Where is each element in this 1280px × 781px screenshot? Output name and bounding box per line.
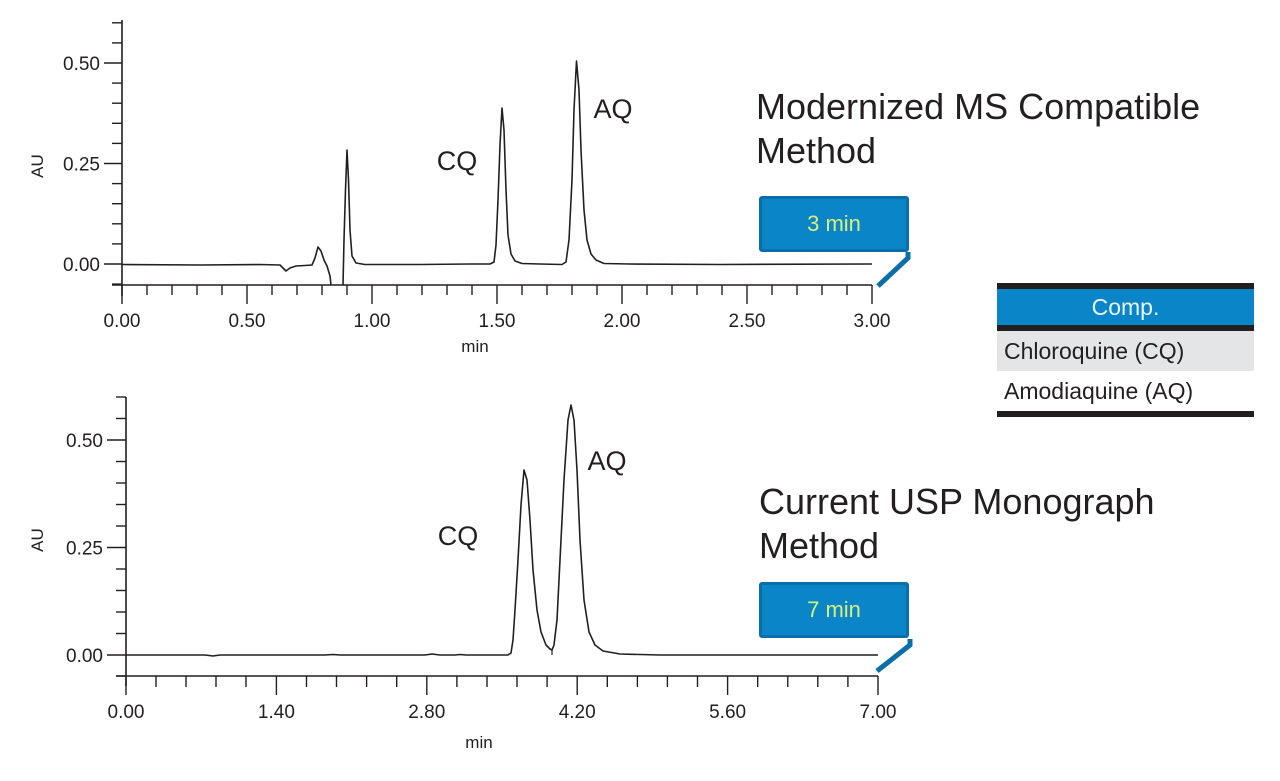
top-method-title: Modernized MS Compatible Method [756, 85, 1200, 173]
legend-row-amodiaquine: Amodiaquine (AQ) [1004, 377, 1194, 404]
top-x-tick-1: 0.50 [229, 311, 266, 332]
top-x-tick-4: 2.00 [604, 311, 641, 332]
bottom-run-time-badge: 7 min [759, 582, 909, 638]
legend-header: Comp. [997, 289, 1254, 325]
bottom-method-title: Current USP Monograph Method [759, 480, 1155, 568]
bottom-x-tick-3: 4.20 [559, 702, 596, 723]
bottom-peak-label-aq: AQ [587, 446, 626, 476]
bottom-y-minor-ticks [116, 396, 126, 677]
top-callout-tail [876, 252, 911, 288]
top-x-tick-3: 1.50 [479, 311, 516, 332]
legend-bottom-rule [997, 411, 1254, 417]
top-y-tick-0-00: 0.00 [63, 255, 100, 276]
bottom-x-tick-4: 5.60 [709, 702, 746, 723]
bottom-chromatogram-trace [126, 404, 878, 657]
top-method-title-line1: Modernized MS Compatible [756, 86, 1201, 127]
top-x-tick-2: 1.00 [354, 311, 391, 332]
top-x-tick-6: 3.00 [854, 311, 891, 332]
bottom-chart: 0.50 0.25 0.00 AU [28, 396, 913, 752]
top-y-axis-title: AU [28, 154, 47, 178]
legend-header-rule [997, 325, 1254, 331]
top-method-title-line2: Method [756, 130, 877, 171]
compound-legend-table: Comp. Chloroquine (CQ) Amodiaquine (AQ) [997, 283, 1254, 417]
top-y-major-ticks [104, 62, 122, 265]
bottom-x-tick-2: 2.80 [408, 702, 445, 723]
bottom-y-tick-0-00: 0.00 [66, 646, 103, 667]
bottom-x-ticks [125, 676, 879, 695]
top-peak-label-aq: AQ [593, 94, 632, 124]
legend-top-rule [997, 283, 1254, 289]
legend-row-chloroquine: Chloroquine (CQ) [997, 331, 1254, 371]
top-peak-label-cq: CQ [437, 146, 478, 176]
top-y-tick-0-25: 0.25 [63, 155, 100, 176]
top-y-minor-ticks [112, 22, 122, 285]
bottom-x-tick-1: 1.40 [258, 702, 295, 723]
bottom-x-tick-5: 7.00 [860, 702, 897, 723]
bottom-x-tick-0: 0.00 [108, 702, 145, 723]
bottom-peak-label-cq: CQ [438, 521, 479, 551]
top-x-ticks [121, 285, 873, 304]
top-run-time-badge: 3 min [759, 196, 909, 252]
top-x-tick-5: 2.50 [729, 311, 766, 332]
top-chart: 0.50 0.25 0.00 AU [28, 20, 911, 356]
bottom-method-title-line1: Current USP Monograph [759, 481, 1155, 522]
bottom-y-axis-title: AU [28, 528, 47, 552]
top-y-tick-0-50: 0.50 [63, 54, 100, 75]
bottom-callout-tail [875, 639, 913, 673]
top-x-tick-0: 0.00 [104, 311, 141, 332]
top-chromatogram-trace [121, 60, 873, 286]
top-x-axis-title: min [461, 337, 488, 356]
bottom-method-title-line2: Method [759, 525, 880, 566]
bottom-y-major-ticks [107, 439, 126, 656]
bottom-y-tick-0-25: 0.25 [66, 539, 103, 560]
bottom-y-tick-0-50: 0.50 [66, 431, 103, 452]
bottom-x-axis-title: min [465, 733, 492, 752]
